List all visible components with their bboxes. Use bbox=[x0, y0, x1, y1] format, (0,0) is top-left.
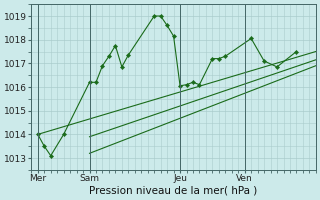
X-axis label: Pression niveau de la mer( hPa ): Pression niveau de la mer( hPa ) bbox=[90, 186, 258, 196]
